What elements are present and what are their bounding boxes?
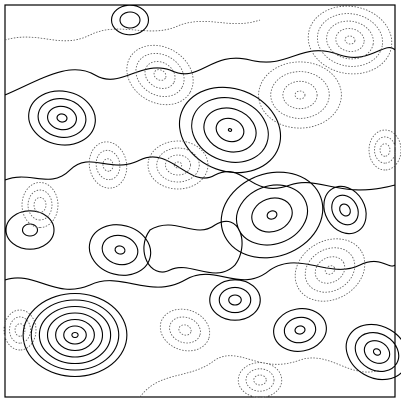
contour-ring [28,90,96,146]
contour-ring [173,161,183,169]
contour-ring [270,71,330,119]
contour-ring [102,158,114,172]
contour-ring [273,308,327,352]
contour-ring [55,318,95,352]
contour-ring [218,286,252,314]
contour-ring [156,147,200,183]
contour-ring [3,309,37,351]
contour-ring [314,256,346,284]
contour-ring [114,245,126,255]
contour-lines [3,4,401,398]
contour-line [4,47,396,96]
contour-ring [294,238,366,302]
contour-ring [368,129,401,171]
contour-ring [253,374,267,386]
contour-ring [372,348,382,356]
contour-ring [46,312,104,358]
contour-ring [9,316,31,344]
contour-ring [379,143,391,157]
contour-ring [47,105,77,131]
contour-line [4,156,396,191]
contour-ring [220,171,324,259]
contour-ring [317,13,383,67]
contour-ring [245,368,275,392]
contour-ring [27,189,53,221]
contour-ring [331,194,359,226]
contour-ring [294,325,306,335]
contour-ring [354,332,400,372]
contour-ring [324,265,336,275]
contour-ring [294,90,306,100]
contour-ring [178,324,192,336]
contour-ring [344,35,356,45]
contour-ring [88,141,128,189]
contour-ring [88,224,152,276]
contour-ring [165,154,191,176]
contour-ring [30,299,120,371]
contour-ring [307,5,393,75]
contour-ring [126,44,194,106]
contour-ring [147,140,209,190]
contour-ring [144,61,176,89]
contour-ring [326,20,374,60]
contour-ring [119,11,141,29]
contour-ring [237,362,283,398]
contour-ring [323,185,367,235]
contour-ring [38,305,112,365]
contour-ring [153,69,167,81]
contour-ring [159,308,211,352]
contour-ring [21,182,59,228]
contour-ring [37,98,87,138]
contour-line [139,355,381,398]
contour-ring [135,53,185,97]
contour-ring [235,184,309,246]
contour-ring [95,149,121,181]
contour-line [4,19,261,42]
contour-ring [71,331,79,339]
contour-ring [203,107,257,153]
contour-ring [304,247,356,293]
contour-line [4,260,396,290]
contour-ring [56,113,68,123]
contour-ring [339,203,351,217]
contour-ring [33,197,47,213]
contour-ring [227,128,233,132]
contour-ring [266,210,278,220]
contour-ring [5,210,55,250]
contour-ring [191,97,269,163]
contour-ring [14,323,26,337]
contour-ring [21,223,39,237]
contour-ring [374,136,396,164]
contour-ring [110,4,150,36]
contour-ring [178,86,282,174]
plot-frame [4,4,396,398]
contour-ring [251,197,293,233]
contour-ring [101,234,139,266]
contour-ring [169,316,201,344]
contour-line [143,220,243,274]
contour-ring [228,294,242,306]
contour-ring [215,117,245,143]
contour-ring [335,28,365,52]
contour-ring [209,279,261,321]
contour-ring [363,340,391,364]
contour-ring [345,323,401,381]
contour-ring [282,80,318,110]
contour-ring [258,61,342,129]
contour-ring [283,316,317,344]
contour-ring [63,325,87,345]
